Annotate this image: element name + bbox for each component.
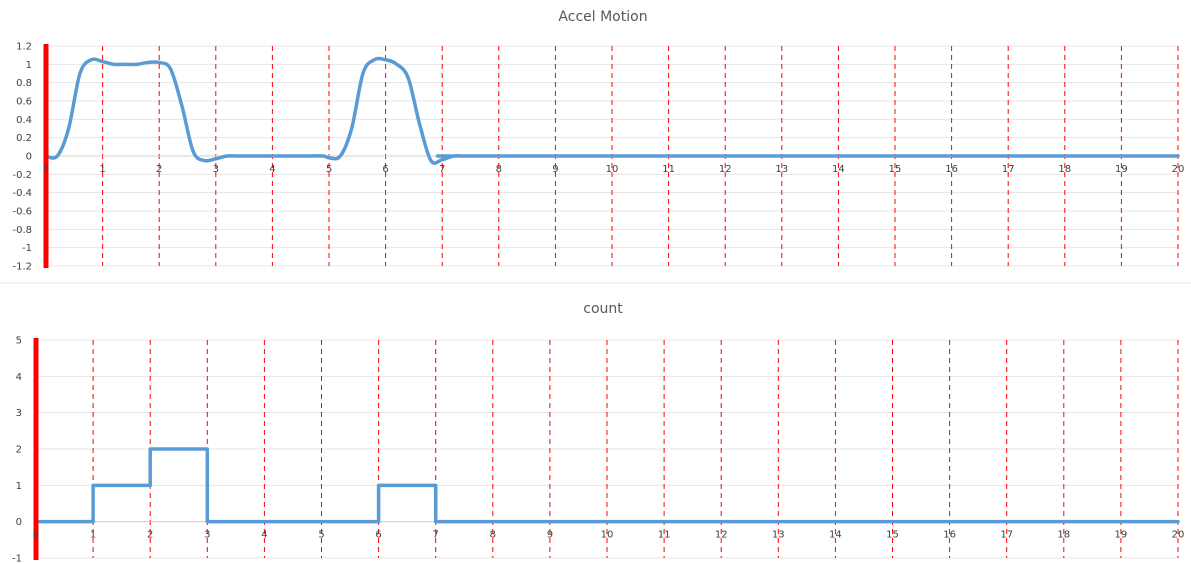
x-tick-label: 12	[719, 164, 732, 175]
x-tick-label: 16	[943, 530, 956, 541]
y-tick-label: 0.8	[16, 78, 32, 89]
series-line	[34, 447, 1180, 524]
x-tick-label: 4	[269, 164, 275, 175]
x-tick-labels: 0 1 2 3 4 5 6 7 8 9 10 11 12 13 14 15 16 17 18 19 20	[43, 164, 1185, 175]
x-tick-label: 9	[552, 164, 558, 175]
y-tick-labels: 5 4 3 2 1 0 -1	[12, 336, 22, 564]
x-tick-label: 14	[832, 164, 845, 175]
y-tick-label: 0	[16, 517, 22, 528]
y-tick-label: -0.4	[12, 188, 32, 199]
y-tick-label: -1	[12, 554, 22, 564]
x-tick-label: 11	[662, 164, 675, 175]
x-tick-label: 19	[1115, 164, 1128, 175]
y-tick-label: -0.8	[12, 225, 32, 236]
x-tick-label: 20	[1172, 530, 1185, 541]
x-tick-label: 18	[1057, 530, 1070, 541]
series-line	[44, 56, 1180, 165]
x-tick-label: 1	[99, 164, 105, 175]
accel-motion-chart: Accel Motion 1.2 1 0.8 0.6 0.4 0.2 0 -0.2 -0.4 -0…	[12, 9, 1184, 273]
y-tick-label: 3	[16, 408, 22, 419]
x-tick-label: 6	[375, 530, 381, 541]
x-tick-label: 16	[945, 164, 958, 175]
x-tick-label: 3	[213, 164, 219, 175]
y-tick-label: 1	[26, 60, 32, 71]
y-tick-label: 0	[26, 152, 32, 163]
x-tick-label: 10	[606, 164, 619, 175]
y-tick-label: 1.2	[16, 42, 32, 53]
y-tick-label: 4	[16, 372, 22, 383]
x-tick-label: 10	[601, 530, 614, 541]
x-tick-label: 4	[261, 530, 267, 541]
chart-title-accel-motion: Accel Motion	[558, 9, 647, 25]
x-tick-label: 12	[715, 530, 728, 541]
x-tick-label: 5	[318, 530, 324, 541]
x-tick-label: 5	[326, 164, 332, 175]
y-tick-label: 0.6	[16, 97, 32, 108]
x-tick-label: 2	[147, 530, 153, 541]
x-tick-label: 0	[43, 164, 49, 175]
count-series	[34, 447, 1180, 524]
x-tick-label: 6	[382, 164, 388, 175]
y-tick-label: -1.2	[12, 262, 32, 273]
x-tick-label: 3	[204, 530, 210, 541]
x-tick-label: 8	[496, 164, 502, 175]
x-tick-label: 7	[433, 530, 439, 541]
x-tick-label: 20	[1172, 164, 1185, 175]
y-tick-label: 0.2	[16, 133, 32, 144]
accel-series	[44, 56, 1180, 165]
x-tick-label: 11	[658, 530, 671, 541]
y-tick-label: 0.4	[16, 115, 32, 126]
y-tick-label: -0.2	[12, 170, 32, 181]
y-tick-label: -1	[22, 243, 32, 254]
y-tick-labels: 1.2 1 0.8 0.6 0.4 0.2 0 -0.2 -0.4 -0.6 -0.8 -1 -1.2	[12, 42, 32, 273]
x-tick-label: 17	[1000, 530, 1013, 541]
y-tick-label: 1	[16, 481, 22, 492]
x-tick-label: 13	[772, 530, 785, 541]
x-tick-label: 1	[90, 530, 96, 541]
x-tick-label: 15	[889, 164, 902, 175]
chart-title-count: count	[583, 301, 623, 317]
x-tick-label: 7	[439, 164, 445, 175]
x-tick-label: 17	[1002, 164, 1015, 175]
x-tick-label: 18	[1058, 164, 1071, 175]
y-tick-label: 5	[16, 336, 22, 347]
x-tick-label: 9	[547, 530, 553, 541]
x-tick-label: 14	[829, 530, 842, 541]
x-tick-label: 15	[886, 530, 899, 541]
x-tick-labels: 0 1 2 3 4 5 6 7 8 9 10 11 12 13 14 15 16 17 18 19 20	[33, 530, 1185, 541]
x-tick-label: 19	[1115, 530, 1128, 541]
x-tick-label: 8	[490, 530, 496, 541]
x-tick-label: 0	[33, 530, 39, 541]
x-tick-label: 2	[156, 164, 162, 175]
y-tick-label: -0.6	[12, 207, 32, 218]
x-tick-label: 13	[775, 164, 788, 175]
y-tick-label: 2	[16, 445, 22, 456]
